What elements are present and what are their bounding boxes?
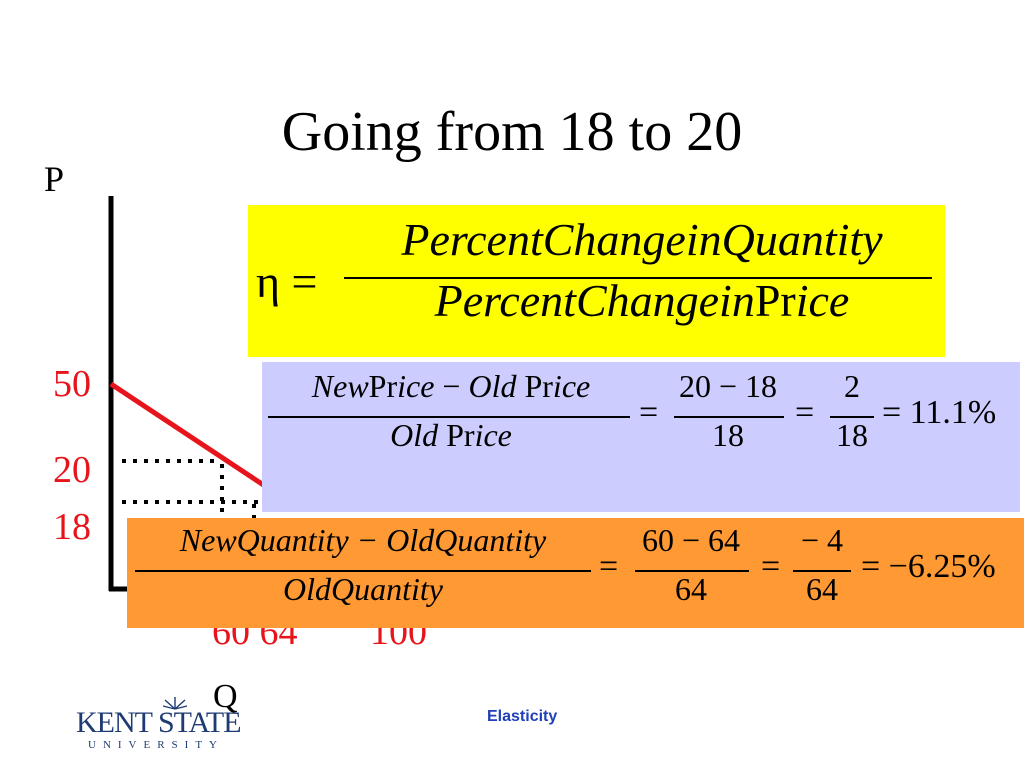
y-axis-label: P [44, 159, 65, 199]
equals-sign: = [795, 394, 815, 431]
elasticity-formula-box: η = PercentChangeinQuantity PercentChang… [248, 205, 945, 357]
price-change-result: = 11.1% [882, 394, 997, 431]
price-change-fraction-bar [268, 416, 630, 418]
quantity-change-box: NewQuantity − OldQuantity OldQuantity = … [127, 518, 1024, 628]
equals-sign: = [599, 548, 619, 585]
quantity-change-fraction-bar [135, 570, 591, 572]
price-reduced-fraction: 2 18 [836, 368, 868, 453]
equals-sign: = [761, 548, 781, 585]
quantity-change-fraction: NewQuantity − OldQuantity OldQuantity [135, 522, 591, 608]
kent-state-logo: KENT STATE UNIVERSITY [76, 697, 252, 754]
slide-title: Going from 18 to 20 [281, 101, 743, 163]
quantity-change-numerator: NewQuantity − OldQuantity [179, 522, 547, 558]
logo-star-icon [162, 697, 188, 710]
price-tick-50: 50 [53, 363, 91, 405]
price-change-fraction: NewPrice − Old Price Old Price [268, 368, 634, 454]
price-tick-18: 18 [53, 506, 91, 548]
price-change-box: NewPrice − Old Price Old Price = 20 − 18… [262, 362, 1020, 512]
price-change-numerator: NewPrice − Old Price [311, 368, 591, 404]
quantity-change-denominator: OldQuantity [283, 571, 443, 607]
quantity-values-fraction-bar [635, 570, 749, 572]
price-reduced-fraction-bar [830, 416, 874, 418]
formula-fraction: PercentChangeinQuantity PercentChangeinP… [344, 213, 940, 327]
formula-numerator: PercentChangeinQuantity [401, 214, 883, 265]
logo-wordmark: KENT STATE [76, 706, 242, 739]
logo-subtitle: UNIVERSITY [88, 739, 224, 751]
quantity-reduced-fraction-bar [793, 570, 851, 572]
demand-line [109, 381, 270, 491]
formula-denominator: PercentChangeinPrice [434, 275, 850, 326]
formula-fraction-bar [344, 277, 932, 279]
footer-label: Elasticity [487, 708, 558, 725]
eta-symbol: η = [256, 256, 318, 307]
price-values-fraction: 20 − 18 18 [678, 368, 778, 453]
equals-sign: = [639, 394, 659, 431]
quantity-change-result: = −6.25% [861, 548, 996, 585]
quantity-values-fraction: 60 − 64 64 [641, 522, 741, 607]
price-tick-20: 20 [53, 449, 91, 491]
quantity-reduced-fraction: − 4 64 [800, 522, 844, 607]
x-axis-label: Q [213, 678, 238, 715]
price-values-fraction-bar [674, 416, 784, 418]
price-change-denominator: Old Price [390, 417, 512, 453]
